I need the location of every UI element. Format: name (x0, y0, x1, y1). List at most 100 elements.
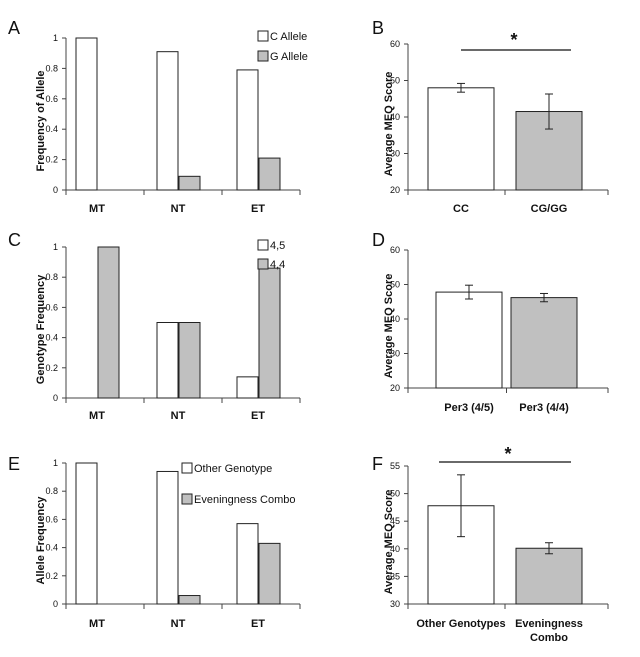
panel-e-category-label: MT (89, 618, 105, 630)
panel-f-category-label: Other Genotypes (416, 618, 505, 630)
panel-d-category-label: Per3 (4/4) (519, 402, 569, 414)
panel-c-bar-4-4-et (258, 267, 281, 399)
panel-c-bar-4-5-nt (156, 322, 179, 399)
panel-b-significance-star: * (510, 30, 517, 50)
panel-e-legend-label: Other Genotype (194, 463, 272, 475)
panel-c-bar-4-5-et (236, 376, 259, 399)
panel-e-ylabel: Allele Frequency (35, 496, 47, 585)
panel-b-ytick-label: 50 (390, 76, 400, 86)
panel-e-ytick-label: 0 (53, 599, 58, 609)
panel-b-bar-0 (427, 87, 495, 191)
panel-f-significance-star: * (504, 444, 511, 464)
panel-c-legend-swatch (257, 239, 269, 251)
panel-d-letter: D (372, 230, 385, 250)
panel-c-legend-swatch (257, 258, 269, 270)
panel-b-ylabel: Average MEQ Score (383, 72, 395, 177)
panel-c-ytick-label: 1 (53, 242, 58, 252)
panel-f-letter: F (372, 454, 383, 474)
panel-d-bar-0 (435, 291, 503, 389)
panel-a-category-label: MT (89, 203, 105, 215)
panel-a-ylabel: Frequency of Allele (35, 70, 47, 171)
panel-d: D Average MEQ Score 20 30 40 50 60 Per3 (4/5) Pe… (372, 230, 609, 414)
panel-e-legend-label: Eveningness Combo (194, 494, 296, 506)
panel-d-ytick-label: 40 (390, 314, 400, 324)
panel-e-letter: E (8, 454, 20, 474)
panel-d-ytick-label: 20 (390, 383, 400, 393)
panel-c-ytick-label: 0 (53, 393, 58, 403)
panel-f-ytick-label: 45 (390, 516, 400, 526)
panel-e-bar-other-genotype-nt (156, 470, 179, 605)
panel-e-legend-swatch (181, 462, 193, 474)
panel-c-category-label: NT (171, 410, 186, 422)
panel-c-category-label: MT (89, 410, 105, 422)
panel-a-bar-c-allele-nt (156, 51, 179, 191)
panel-e-bar-eveningness-combo-nt (178, 595, 201, 605)
panel-b-ytick-label: 40 (390, 112, 400, 122)
panel-b-ytick-label: 20 (390, 185, 400, 195)
panel-e-ytick-label: 0.8 (45, 486, 58, 496)
panel-f-category-label: Combo (530, 632, 568, 644)
panel-b-ytick-label: 30 (390, 149, 400, 159)
panel-a-ytick-label: 0.6 (45, 94, 58, 104)
panel-a: A Frequency of Allele 0 0.2 0.4 0.6 0.8 1 MT NT ET… (8, 18, 308, 215)
panel-d-ytick-label: 60 (390, 245, 400, 255)
panel-c: C Genotype Frequency 0 0.2 0.4 0.6 0.8 1 MT NT ET 4… (8, 230, 301, 422)
panel-f-bar-1 (515, 547, 583, 605)
panel-a-bar-g-allele-et (258, 157, 281, 191)
panel-e-ytick-label: 0.2 (45, 571, 58, 581)
panel-c-ytick-label: 0.6 (45, 302, 58, 312)
panel-f-ylabel: Average MEQ Score (383, 490, 395, 595)
panel-a-ytick-label: 1 (53, 33, 58, 43)
panel-b-ytick-label: 60 (390, 39, 400, 49)
panel-e-bar-other-genotype-mt (75, 462, 98, 605)
panel-c-ylabel: Genotype Frequency (35, 274, 47, 384)
panel-a-legend-label: G Allele (270, 51, 308, 63)
panel-f-category-label: Eveningness (515, 618, 583, 630)
panel-d-ytick-label: 30 (390, 349, 400, 359)
panel-a-bar-g-allele-nt (178, 175, 201, 191)
panel-c-ytick-label: 0.8 (45, 272, 58, 282)
panel-a-ytick-label: 0.8 (45, 63, 58, 73)
panel-a-legend-swatch (257, 30, 269, 42)
panel-a-legend-label: C Allele (270, 31, 307, 43)
panel-b-category-label: CC (453, 203, 469, 215)
panel-c-ytick-label: 0.4 (45, 333, 58, 343)
panel-c-ytick-label: 0.2 (45, 363, 58, 373)
panel-c-letter: C (8, 230, 21, 250)
panel-a-ytick-label: 0 (53, 185, 58, 195)
panel-f-ytick-label: 40 (390, 544, 400, 554)
panel-d-category-label: Per3 (4/5) (444, 402, 494, 414)
panel-f-ytick-label: 35 (390, 571, 400, 581)
panel-f-ytick-label: 55 (390, 461, 400, 471)
panel-e-ytick-label: 1 (53, 458, 58, 468)
panel-e-legend-swatch (181, 493, 193, 505)
panel-d-ylabel: Average MEQ Score (383, 274, 395, 379)
panel-e-category-label: NT (171, 618, 186, 630)
panel-e-ytick-label: 0.6 (45, 514, 58, 524)
panel-f: F Average MEQ Score 30 35 40 45 50 55 Other Geno… (372, 444, 609, 644)
panel-a-category-label: NT (171, 203, 186, 215)
panel-f-ytick-label: 30 (390, 599, 400, 609)
panel-a-legend-swatch (257, 50, 269, 62)
panel-a-category-label: ET (251, 203, 265, 215)
panel-b-letter: B (372, 18, 384, 38)
panel-a-bar-c-allele-mt (75, 37, 98, 191)
panel-f-ytick-label: 50 (390, 489, 400, 499)
panel-c-legend-label: 4,4 (270, 259, 285, 271)
panel-a-ytick-label: 0.2 (45, 155, 58, 165)
panel-e-ytick-label: 0.4 (45, 543, 58, 553)
panel-e-category-label: ET (251, 618, 265, 630)
panel-e-bar-eveningness-combo-et (258, 542, 281, 605)
panel-b: B Average MEQ Score 20 30 40 50 60 CC CG/GG * (372, 18, 609, 215)
panel-a-bar-c-allele-et (236, 69, 259, 191)
panel-c-category-label: ET (251, 410, 265, 422)
panel-c-bar-4-4-nt (178, 322, 201, 399)
panel-e: E Allele Frequency 0 0.2 0.4 0.6 0.8 1 MT NT ET Oth… (8, 454, 301, 630)
panel-b-category-label: CG/GG (531, 203, 568, 215)
panel-a-letter: A (8, 18, 20, 38)
panel-a-ytick-label: 0.4 (45, 124, 58, 134)
panel-c-legend-label: 4,5 (270, 240, 285, 252)
panel-e-bar-other-genotype-et (236, 523, 259, 605)
panel-c-bar-4-4-mt (97, 246, 120, 399)
